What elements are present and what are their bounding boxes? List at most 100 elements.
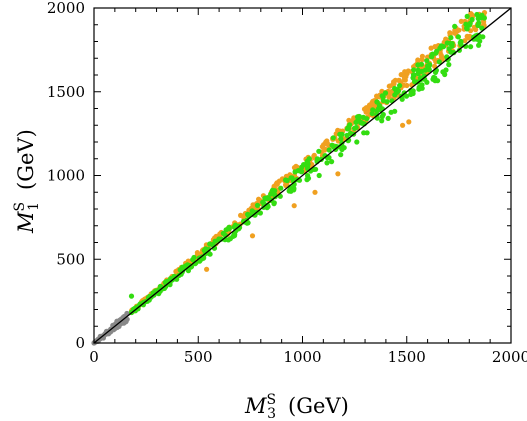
data-point [448,49,454,55]
data-point [335,127,341,133]
data-point [337,131,343,137]
data-point [448,35,454,41]
data-point [269,187,276,193]
reference-diagonal-line [93,7,512,344]
data-point [316,172,322,179]
data-point [325,141,331,147]
data-point [304,176,310,182]
data-point [392,108,398,114]
data-point [391,81,397,87]
data-point [128,293,135,299]
data-point [366,102,373,108]
data-point [288,188,294,194]
data-point [374,99,380,105]
data-point [436,59,442,65]
data-point [411,67,417,73]
data-point [464,33,470,40]
data-point [370,107,376,113]
data-point [163,279,169,285]
data-point [299,164,305,170]
data-point [380,94,386,100]
data-point [478,15,484,21]
data-point [379,114,385,120]
data-point [305,164,311,170]
data-point [226,226,232,232]
data-point [271,200,277,206]
data-point [406,119,412,125]
data-point [408,91,414,97]
data-point [326,147,332,153]
data-point [237,224,243,231]
data-point [225,237,231,243]
data-point [313,166,319,172]
axis-ticks [93,7,512,344]
data-point [291,165,298,171]
data-point [121,319,127,325]
data-point [419,82,425,88]
data-point [452,23,458,29]
y-tick-label: 500 [56,250,85,268]
data-point [338,152,344,158]
data-point [458,18,464,24]
data-point [354,139,360,145]
y-axis-unit: (GeV) [14,129,38,190]
data-point [329,159,335,165]
data-point [379,118,385,124]
data-point [469,12,475,18]
y-axis-subscript: 1 [26,202,42,211]
data-point [341,145,347,151]
data-point [446,62,452,68]
data-point [345,124,351,131]
data-point [338,136,344,142]
data-point [397,83,403,89]
data-point [360,114,366,120]
data-point [314,156,320,162]
data-point [419,68,425,74]
data-point [411,72,417,78]
y-tick-label: 0 [75,334,85,352]
data-point [114,318,120,324]
data-point [432,69,439,75]
data-point [146,297,152,303]
data-point [182,263,188,269]
data-point [291,203,297,209]
data-point [458,38,464,45]
data-point [218,236,224,242]
y-tick-labels: 0 500 1000 1500 2000 [47,0,85,352]
y-axis-title: MS1 (GeV) [12,129,42,234]
data-point [245,220,251,226]
data-point [116,323,122,329]
x-axis-superscript: S [267,392,277,408]
x-axis-title: MS 3 (GeV) [244,392,349,421]
data-point [288,175,294,181]
data-point [467,20,473,26]
y-axis-symbol: M [14,211,38,234]
data-point [424,58,430,64]
data-point [254,202,261,208]
data-point [375,106,381,112]
data-point [447,40,453,47]
data-point [260,199,266,205]
data-point [468,44,474,50]
data-point [359,120,365,126]
x-tick-labels: 0 500 1000 1500 2000 [89,348,527,366]
data-point [207,241,213,247]
data-point [476,20,482,26]
data-point [299,168,305,174]
data-point [385,115,391,121]
data-point [438,43,444,49]
data-point [452,27,458,33]
data-point [418,61,425,67]
data-point [474,11,480,18]
y-tick-label: 1500 [47,83,85,101]
data-point [404,82,410,89]
data-point [395,88,402,94]
data-point [476,42,482,48]
data-point [361,130,367,136]
data-point [335,171,341,177]
x-tick-label: 500 [184,348,213,366]
x-tick-label: 1500 [388,348,426,366]
data-point [402,77,408,83]
data-point [351,125,358,131]
